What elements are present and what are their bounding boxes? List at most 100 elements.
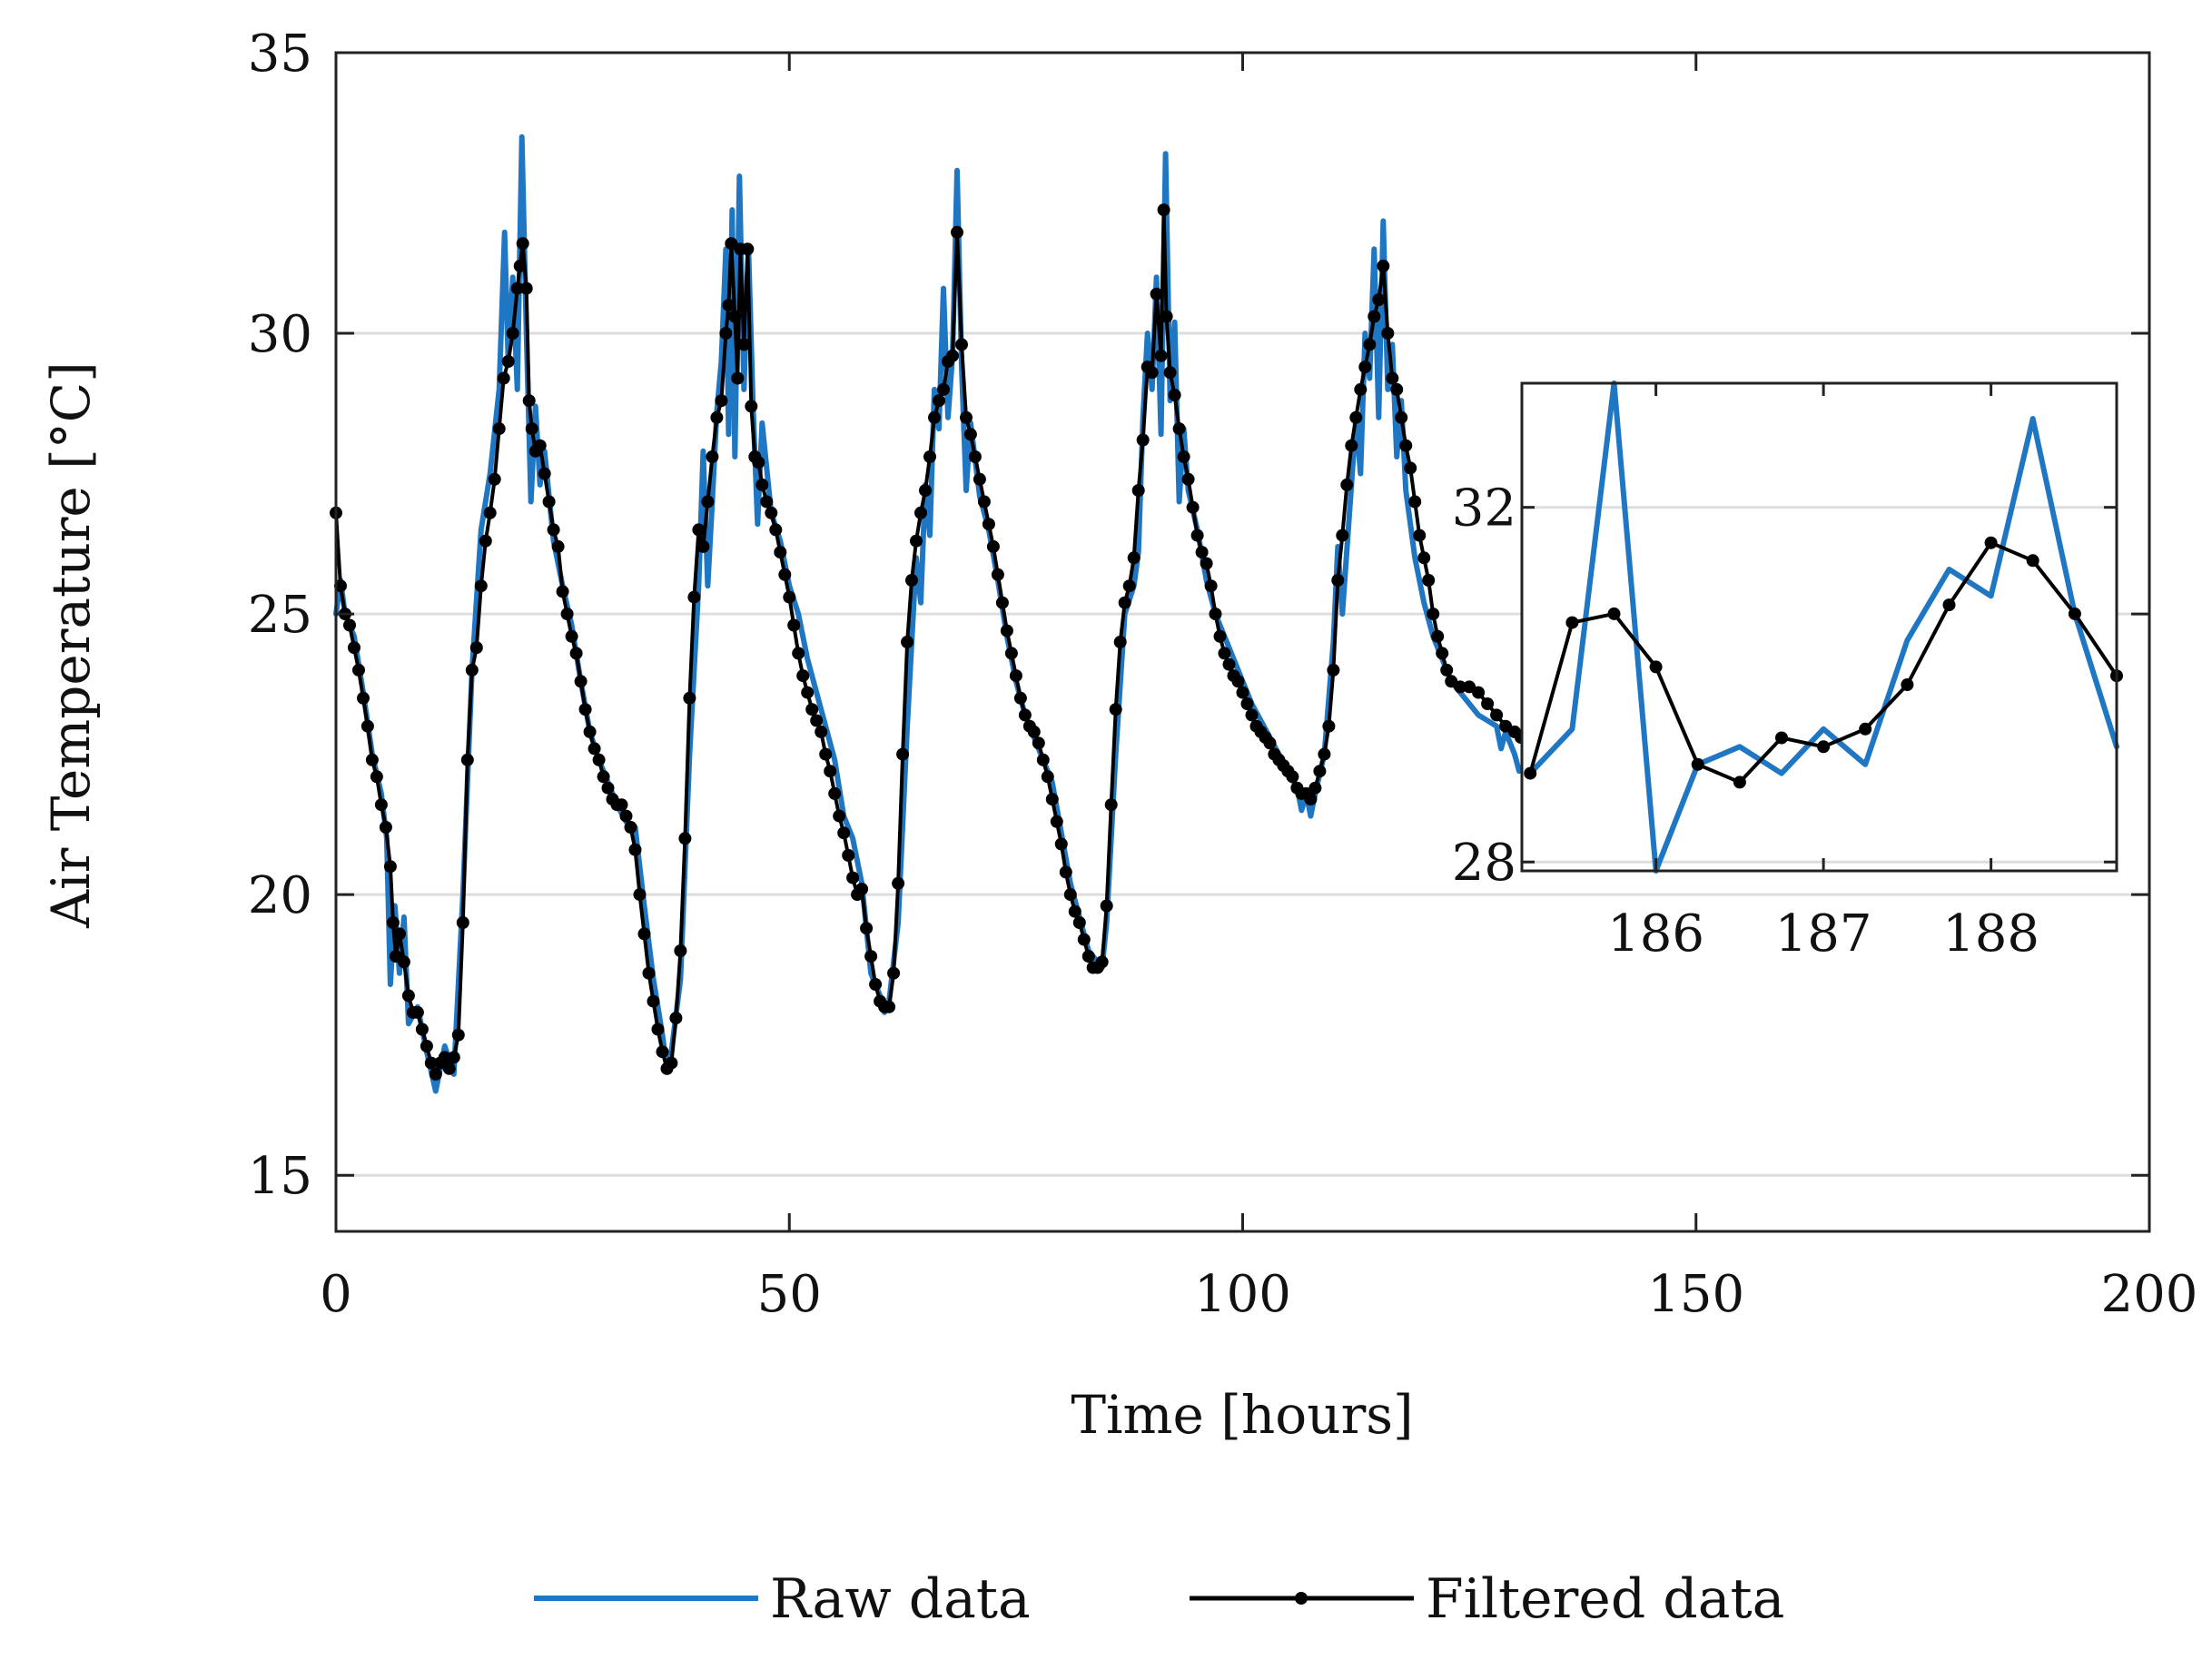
main-y-tick-label: 25 — [248, 586, 312, 645]
main-filtered-point — [665, 1056, 678, 1070]
inset-filtered-point — [1942, 598, 1956, 612]
main-filtered-point — [1000, 624, 1013, 637]
main-filtered-point — [1200, 557, 1213, 570]
main-filtered-point — [497, 371, 510, 385]
main-filtered-point — [715, 394, 728, 408]
main-filtered-point — [1490, 708, 1504, 722]
main-filtered-point — [1009, 669, 1022, 683]
main-filtered-point — [1336, 529, 1349, 542]
main-filtered-point — [741, 242, 755, 256]
main-filtered-point — [737, 338, 751, 351]
main-filtered-point — [1318, 747, 1331, 761]
main-filtered-point — [1372, 293, 1386, 306]
main-filtered-point — [533, 439, 547, 452]
main-filtered-point — [542, 495, 556, 509]
main-filtered-point — [642, 966, 656, 980]
legend-raw-label: Raw data — [770, 1567, 1031, 1631]
main-filtered-point — [1427, 608, 1440, 621]
main-filtered-point — [1322, 719, 1336, 733]
main-filtered-point — [451, 1028, 465, 1042]
main-filtered-point — [656, 1045, 669, 1059]
main-filtered-point — [1331, 574, 1345, 587]
main-filtered-point — [892, 876, 905, 890]
main-filtered-point — [769, 523, 783, 537]
x-axis-label: Time [hours] — [1071, 1384, 1413, 1446]
main-filtered-point — [525, 422, 538, 436]
main-filtered-point — [1063, 888, 1077, 902]
inset-series-line-raw — [1527, 380, 2119, 874]
main-filtered-point — [1209, 608, 1222, 621]
main-filtered-point — [1113, 636, 1127, 648]
main-filtered-point — [1077, 933, 1091, 946]
main-filtered-point — [796, 669, 810, 683]
main-filtered-point — [923, 450, 936, 463]
main-filtered-point — [474, 579, 488, 593]
main-filtered-point — [386, 916, 400, 929]
main-filtered-point — [469, 641, 483, 655]
main-filtered-point — [556, 585, 569, 598]
inset-filtered-point — [2026, 554, 2039, 568]
main-filtered-point — [374, 798, 388, 812]
main-filtered-point — [1377, 259, 1390, 272]
main-filtered-point — [1245, 708, 1259, 722]
main-filtered-point — [651, 1023, 665, 1036]
main-filtered-point — [973, 472, 986, 486]
main-filtered-point — [1157, 203, 1170, 217]
main-filtered-point — [578, 703, 592, 716]
main-y-tick-label: 35 — [248, 25, 312, 84]
main-filtered-point — [465, 663, 479, 677]
main-filtered-point — [1127, 551, 1141, 565]
main-filtered-point — [1177, 450, 1190, 463]
main-filtered-point — [565, 629, 578, 643]
main-filtered-point — [1263, 736, 1277, 750]
main-filtered-point — [624, 821, 637, 834]
main-filtered-point — [1313, 765, 1327, 778]
main-filtered-point — [483, 506, 497, 519]
main-filtered-point — [991, 568, 1004, 581]
main-x-tick-label: 50 — [757, 1265, 822, 1324]
main-filtered-point — [1218, 647, 1231, 660]
main-filtered-point — [442, 1062, 456, 1075]
main-filtered-point — [755, 478, 769, 491]
main-filtered-point — [1050, 815, 1063, 828]
main-filtered-point — [1122, 579, 1136, 593]
inset-x-tick-label: 187 — [1775, 904, 1872, 963]
main-filtered-point — [1160, 310, 1173, 323]
main-filtered-point — [1340, 478, 1354, 491]
inset-background — [1522, 383, 2117, 871]
main-filtered-point — [828, 786, 842, 800]
main-filtered-point — [1036, 753, 1050, 766]
inset-zoom-plot: 28 32 186 187 188 — [1452, 380, 2123, 963]
main-filtered-point — [1186, 500, 1200, 514]
main-filtered-point — [379, 821, 392, 834]
main-filtered-point — [706, 450, 719, 463]
main-filtered-point — [1104, 798, 1118, 812]
main-filtered-point — [410, 1005, 424, 1019]
main-filtered-point — [397, 955, 410, 969]
inset-x-tick-label: 188 — [1942, 904, 2039, 963]
main-filtered-point — [955, 338, 968, 351]
main-filtered-point — [722, 299, 736, 312]
main-filtered-point — [1068, 904, 1081, 918]
main-filtered-point — [1436, 647, 1449, 660]
main-filtered-point — [383, 860, 397, 874]
main-filtered-point — [492, 422, 506, 436]
inset-filtered-point — [2068, 607, 2081, 620]
legend: Raw data Filtered data — [534, 1567, 1784, 1631]
main-filtered-point — [787, 618, 801, 632]
inset-filtered-point — [1901, 678, 1914, 691]
y-axis-label: Air Temperature [°C] — [40, 361, 102, 929]
main-filtered-point — [731, 371, 745, 385]
main-filtered-point — [429, 1067, 442, 1081]
main-filtered-point — [910, 534, 923, 548]
main-filtered-point — [516, 237, 529, 251]
main-filtered-point — [365, 753, 379, 766]
main-filtered-point — [522, 394, 536, 408]
main-filtered-point — [601, 781, 615, 795]
main-filtered-point — [842, 848, 855, 862]
main-filtered-point — [1054, 837, 1068, 851]
main-filtered-point — [869, 978, 883, 991]
main-filtered-point — [774, 546, 787, 559]
main-filtered-point — [1081, 950, 1095, 963]
main-filtered-point — [519, 282, 533, 295]
